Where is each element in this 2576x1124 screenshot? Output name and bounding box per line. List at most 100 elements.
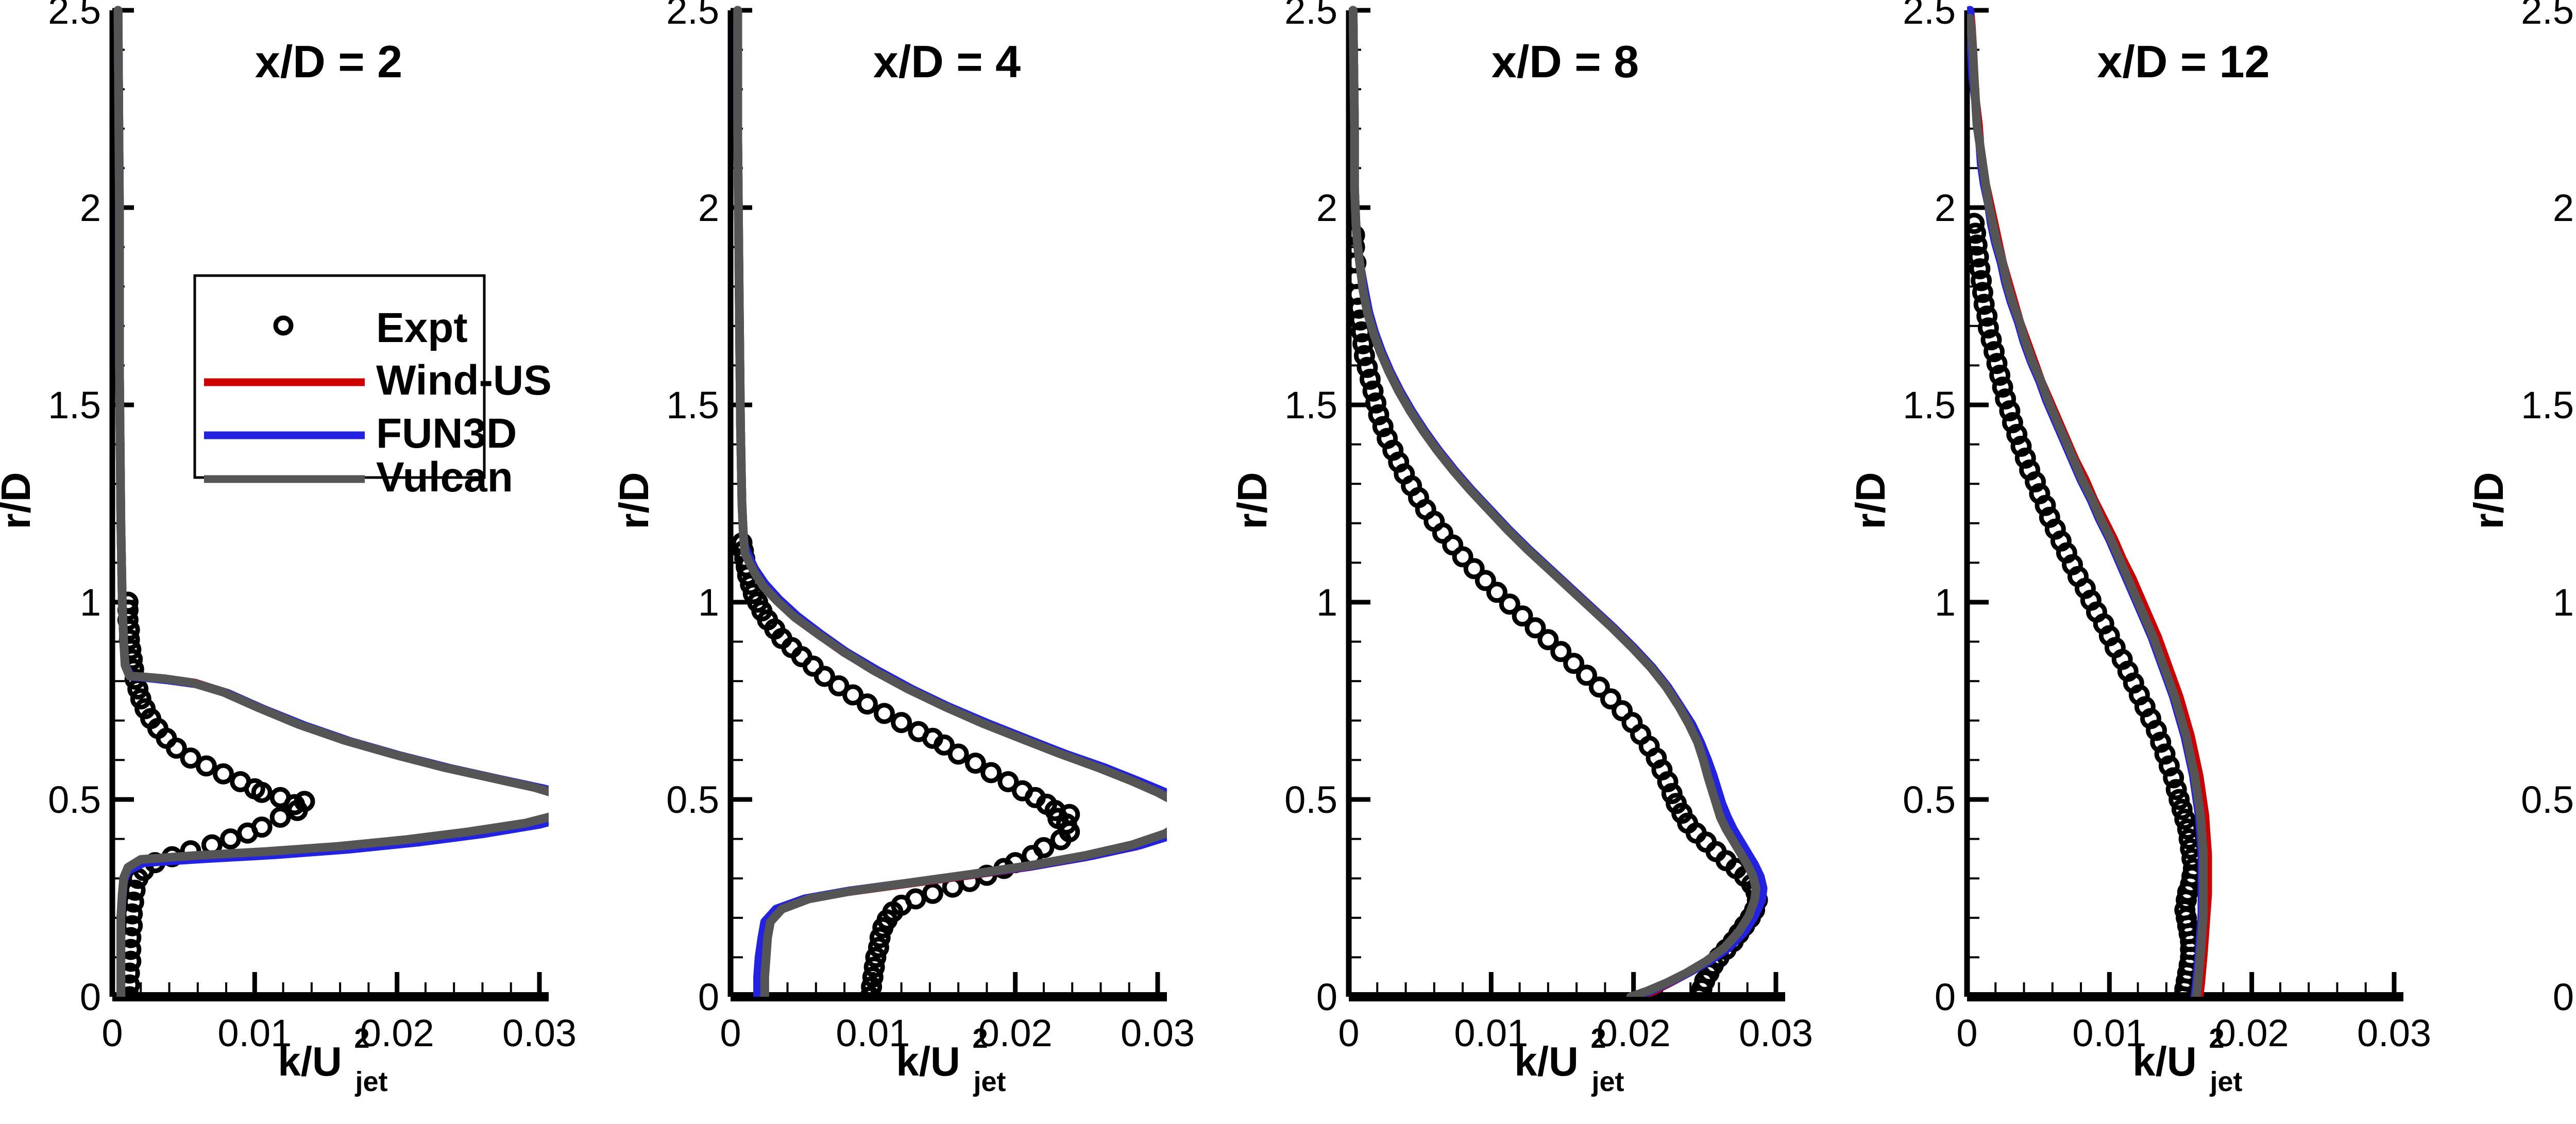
data-point — [1976, 305, 1998, 327]
x-tick-label: 0 — [1338, 1012, 1359, 1054]
x-axis-title: k/U jet 2 — [1514, 1023, 1624, 1097]
data-point — [1967, 234, 1988, 256]
data-point — [905, 888, 926, 910]
data-point — [2158, 755, 2180, 777]
y-axis-title: r/D — [618, 472, 657, 529]
data-point — [1033, 837, 1055, 858]
svg-text:k/U: k/U — [2132, 1038, 2197, 1084]
data-point — [1452, 546, 1473, 568]
data-point — [1486, 582, 1507, 603]
y-tick-label: 0 — [1316, 976, 1337, 1018]
curve-vulcan — [113, 6, 549, 997]
legend-box — [193, 274, 486, 479]
y-tick-label: 0 — [698, 976, 719, 1018]
data-point — [2029, 483, 2050, 504]
y-tick-label: 2.5 — [1284, 0, 1337, 32]
y-tick-label: 2.5 — [1903, 0, 1956, 32]
svg-text:jet: jet — [355, 1066, 388, 1097]
y-tick-label: 0.5 — [1903, 778, 1956, 821]
legend-label-fun3d: FUN3D — [376, 410, 517, 457]
legend-marker-expt — [273, 315, 294, 336]
data-point — [1463, 558, 1485, 580]
data-point — [1524, 617, 1546, 639]
data-point — [865, 946, 887, 968]
data-point — [891, 712, 912, 734]
svg-text:k/U: k/U — [1514, 1038, 1579, 1084]
svg-text:r/D: r/D — [618, 472, 657, 529]
scatter-expt — [117, 591, 315, 997]
y-tick-label: 0.5 — [48, 778, 101, 821]
data-point — [1377, 428, 1398, 449]
data-point — [1353, 345, 1375, 366]
data-point — [1576, 665, 1597, 686]
data-point — [1368, 404, 1389, 425]
y-tick-label: 2.5 — [666, 0, 719, 32]
data-point — [1989, 365, 2011, 386]
y-axis-title: r/D — [1236, 472, 1275, 529]
data-point — [134, 698, 156, 720]
data-point — [964, 753, 986, 774]
data-point — [1971, 270, 1992, 292]
x-tick-label: 0.02 — [978, 1012, 1053, 1054]
data-point — [1012, 780, 1033, 802]
data-point — [2006, 423, 2028, 445]
data-point — [2174, 808, 2196, 830]
data-point — [180, 747, 201, 769]
y-axis-title: r/D — [2473, 472, 2512, 529]
data-point — [997, 771, 1019, 792]
y-tick-label: 1 — [2553, 581, 2574, 624]
data-point — [1967, 223, 1987, 244]
data-point — [2039, 506, 2060, 528]
svg-text:jet: jet — [1591, 1066, 1624, 1097]
data-point — [1972, 282, 1993, 303]
data-point — [1968, 246, 1989, 268]
x-axis-title: k/U jet 2 — [2132, 1023, 2242, 1097]
data-point — [1475, 570, 1496, 591]
y-tick-label: 0 — [1935, 976, 1956, 1018]
data-point — [1563, 653, 1585, 674]
y-tick-label: 1 — [698, 581, 719, 624]
data-point — [873, 703, 895, 724]
scatter-expt — [731, 532, 1080, 997]
data-point — [2168, 789, 2190, 810]
data-point — [908, 721, 929, 742]
data-point — [922, 882, 943, 904]
y-tick-label: 1 — [1316, 581, 1337, 624]
curve-vulcan — [1967, 13, 2208, 997]
data-point — [2010, 435, 2032, 457]
svg-text:2: 2 — [354, 1023, 370, 1054]
data-point — [1362, 380, 1384, 402]
data-point — [1365, 392, 1386, 414]
data-point — [1986, 353, 2008, 374]
x-tick-label: 0.01 — [1454, 1012, 1528, 1054]
svg-text:2: 2 — [973, 1023, 988, 1054]
data-point — [1612, 700, 1633, 722]
data-point — [1995, 388, 2016, 410]
x-axis-title: k/U jet 2 — [278, 1023, 387, 1097]
panel-title: x/D = 2 — [255, 36, 402, 87]
data-point — [269, 787, 291, 808]
svg-text:2: 2 — [2209, 1023, 2225, 1054]
y-axis-title: r/D — [0, 472, 39, 529]
data-point — [2171, 798, 2193, 820]
data-point — [2154, 743, 2176, 765]
plot-panel-5: 00.511.522.500.010.020.03x/D = 16r/Dk/Uj… — [2473, 0, 2576, 1124]
y-tick-label: 2.5 — [48, 0, 101, 32]
y-tick-label: 0.5 — [666, 778, 719, 821]
curve-fun3d — [1967, 6, 2207, 997]
legend-label-wind-us: Wind-US — [376, 357, 552, 404]
panel-title: x/D = 12 — [2097, 36, 2269, 87]
y-tick-label: 1.5 — [1903, 384, 1956, 427]
data-point — [1512, 605, 1533, 627]
y-tick-label: 2 — [1316, 186, 1337, 229]
x-tick-label: 0 — [101, 1012, 123, 1054]
y-tick-label: 2 — [2553, 186, 2574, 229]
plot-panel-4: 0 0.5 1 1.5 2 2.5 0 0.01 0.02 0.03 x/D = 12 r/D k/U j… — [1855, 0, 2473, 1124]
data-point — [1359, 368, 1381, 390]
data-point — [1357, 356, 1378, 378]
y-tick-label: 1 — [80, 581, 101, 624]
y-tick-label: 1.5 — [2521, 384, 2574, 427]
curve-vulcan — [733, 6, 1167, 997]
x-tick-label: 0.01 — [836, 1012, 910, 1054]
